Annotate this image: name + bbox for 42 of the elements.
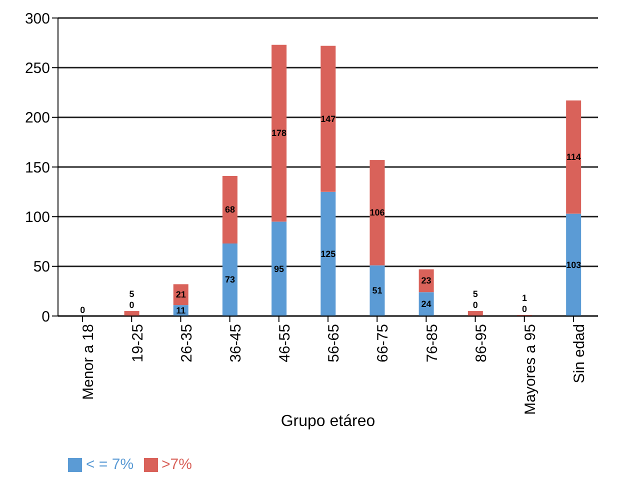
x-tick-label: Sin edad	[571, 324, 588, 384]
y-tick-label: 300	[24, 10, 50, 28]
y-tick-label: 150	[24, 159, 50, 176]
data-label: 147	[320, 114, 336, 124]
data-label: 11	[176, 306, 186, 316]
data-label: 24	[421, 299, 432, 310]
x-tick-label: Mayores a 95	[522, 324, 540, 415]
y-tick-label: 0	[42, 308, 50, 326]
x-tick-label: Menor a 18	[80, 324, 98, 400]
y-tick-label: 200	[24, 110, 50, 127]
data-label: 0	[129, 300, 134, 310]
data-label: 68	[224, 204, 235, 215]
data-label: 0	[522, 304, 528, 314]
data-label: 21	[176, 290, 186, 300]
x-axis-title: Grupo etáreo	[280, 413, 376, 430]
data-label: 114	[566, 152, 581, 162]
x-tick-label: 46-55	[276, 324, 294, 362]
legend-label: >7%	[162, 456, 192, 473]
data-label: 106	[370, 208, 385, 218]
data-label: 178	[272, 128, 287, 138]
x-tick-label: 36-45	[227, 324, 244, 362]
y-tick-label: 100	[24, 208, 50, 226]
x-tick-label: 56-65	[326, 324, 343, 362]
x-tick-label: 86-95	[472, 324, 490, 362]
data-label: 0	[472, 300, 478, 310]
y-tick-label: 250	[24, 60, 50, 77]
y-tick-label: 50	[33, 258, 50, 276]
x-tick-label: 76-85	[424, 324, 441, 362]
data-label: 5	[472, 289, 478, 300]
data-label: 5	[129, 289, 134, 300]
data-label: 73	[224, 274, 235, 285]
data-label: 103	[566, 260, 582, 270]
data-label: 23	[421, 276, 432, 286]
data-label: 1	[522, 293, 528, 304]
data-label: 51	[372, 286, 382, 296]
x-tick-label: 66-75	[374, 324, 392, 362]
data-label: 0	[80, 305, 86, 315]
x-tick-label: 19-25	[129, 324, 146, 362]
legend-label: < = 7%	[86, 456, 134, 473]
data-label: 95	[274, 264, 284, 274]
x-tick-label: 26-35	[178, 324, 196, 362]
data-label: 125	[320, 248, 336, 259]
